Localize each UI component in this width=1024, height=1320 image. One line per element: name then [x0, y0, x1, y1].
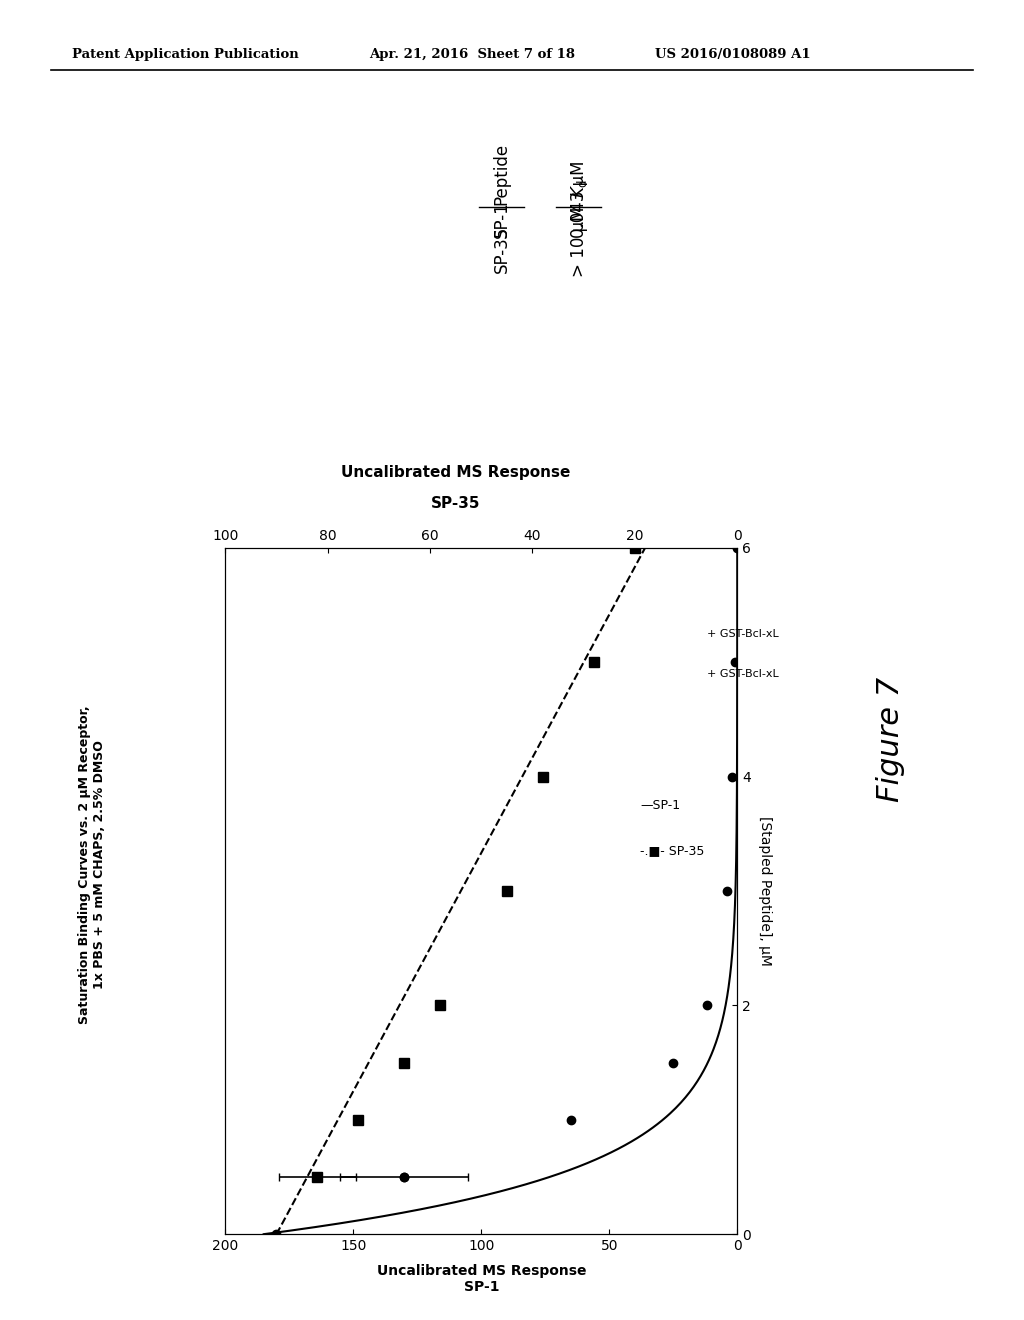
Text: + GST-Bcl-xL: + GST-Bcl-xL [707, 628, 778, 639]
Text: —SP-1: —SP-1 [640, 799, 680, 812]
X-axis label: Uncalibrated MS Response
SP-1: Uncalibrated MS Response SP-1 [377, 1265, 586, 1295]
Text: Saturation Binding Curves vs. 2 μM Receptor,
1x PBS + 5 mM CHAPS, 2.5% DMSO: Saturation Binding Curves vs. 2 μM Recep… [78, 705, 106, 1024]
Text: -.■- SP-35: -.■- SP-35 [640, 845, 705, 858]
Text: Peptide: Peptide [493, 143, 511, 205]
Text: $\mathit{K}_\mathrm{d}$: $\mathit{K}_\mathrm{d}$ [568, 178, 589, 198]
Text: Patent Application Publication: Patent Application Publication [72, 48, 298, 61]
Text: US 2016/0108089 A1: US 2016/0108089 A1 [655, 48, 811, 61]
Text: SP-35: SP-35 [493, 226, 511, 273]
Text: 0.043 μM: 0.043 μM [569, 160, 588, 238]
Text: Figure 7: Figure 7 [877, 677, 905, 801]
Text: SP-1: SP-1 [493, 201, 511, 238]
Text: > 10 μM: > 10 μM [569, 207, 588, 277]
Text: SP-35: SP-35 [431, 496, 480, 511]
Text: + GST-Bcl-xL: + GST-Bcl-xL [707, 669, 778, 678]
Text: Uncalibrated MS Response: Uncalibrated MS Response [341, 466, 570, 480]
Y-axis label: [Stapled Peptide], μM: [Stapled Peptide], μM [758, 816, 772, 966]
Text: Apr. 21, 2016  Sheet 7 of 18: Apr. 21, 2016 Sheet 7 of 18 [369, 48, 574, 61]
